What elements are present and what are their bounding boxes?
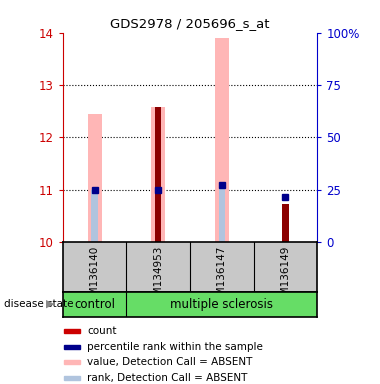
Text: GSM134953: GSM134953 bbox=[153, 246, 163, 309]
Text: multiple sclerosis: multiple sclerosis bbox=[170, 298, 273, 311]
Text: value, Detection Call = ABSENT: value, Detection Call = ABSENT bbox=[87, 358, 253, 367]
Text: rank, Detection Call = ABSENT: rank, Detection Call = ABSENT bbox=[87, 373, 248, 383]
Bar bbox=[64, 361, 80, 364]
Bar bbox=[87, 114, 101, 242]
Text: control: control bbox=[74, 298, 115, 311]
Text: ▶: ▶ bbox=[46, 299, 55, 309]
Text: count: count bbox=[87, 326, 117, 336]
Text: disease state: disease state bbox=[4, 299, 73, 309]
Bar bbox=[64, 329, 80, 333]
Bar bbox=[155, 108, 162, 242]
Bar bbox=[218, 185, 225, 242]
Bar bbox=[64, 376, 80, 380]
Bar bbox=[282, 204, 289, 242]
Text: GSM136147: GSM136147 bbox=[217, 246, 227, 309]
Text: percentile rank within the sample: percentile rank within the sample bbox=[87, 342, 263, 352]
Bar bbox=[91, 190, 98, 242]
Bar bbox=[151, 108, 165, 242]
Text: GSM136149: GSM136149 bbox=[280, 246, 290, 309]
Bar bbox=[215, 38, 229, 242]
Bar bbox=[64, 345, 80, 349]
Title: GDS2978 / 205696_s_at: GDS2978 / 205696_s_at bbox=[110, 17, 270, 30]
Text: GSM136140: GSM136140 bbox=[90, 246, 100, 309]
